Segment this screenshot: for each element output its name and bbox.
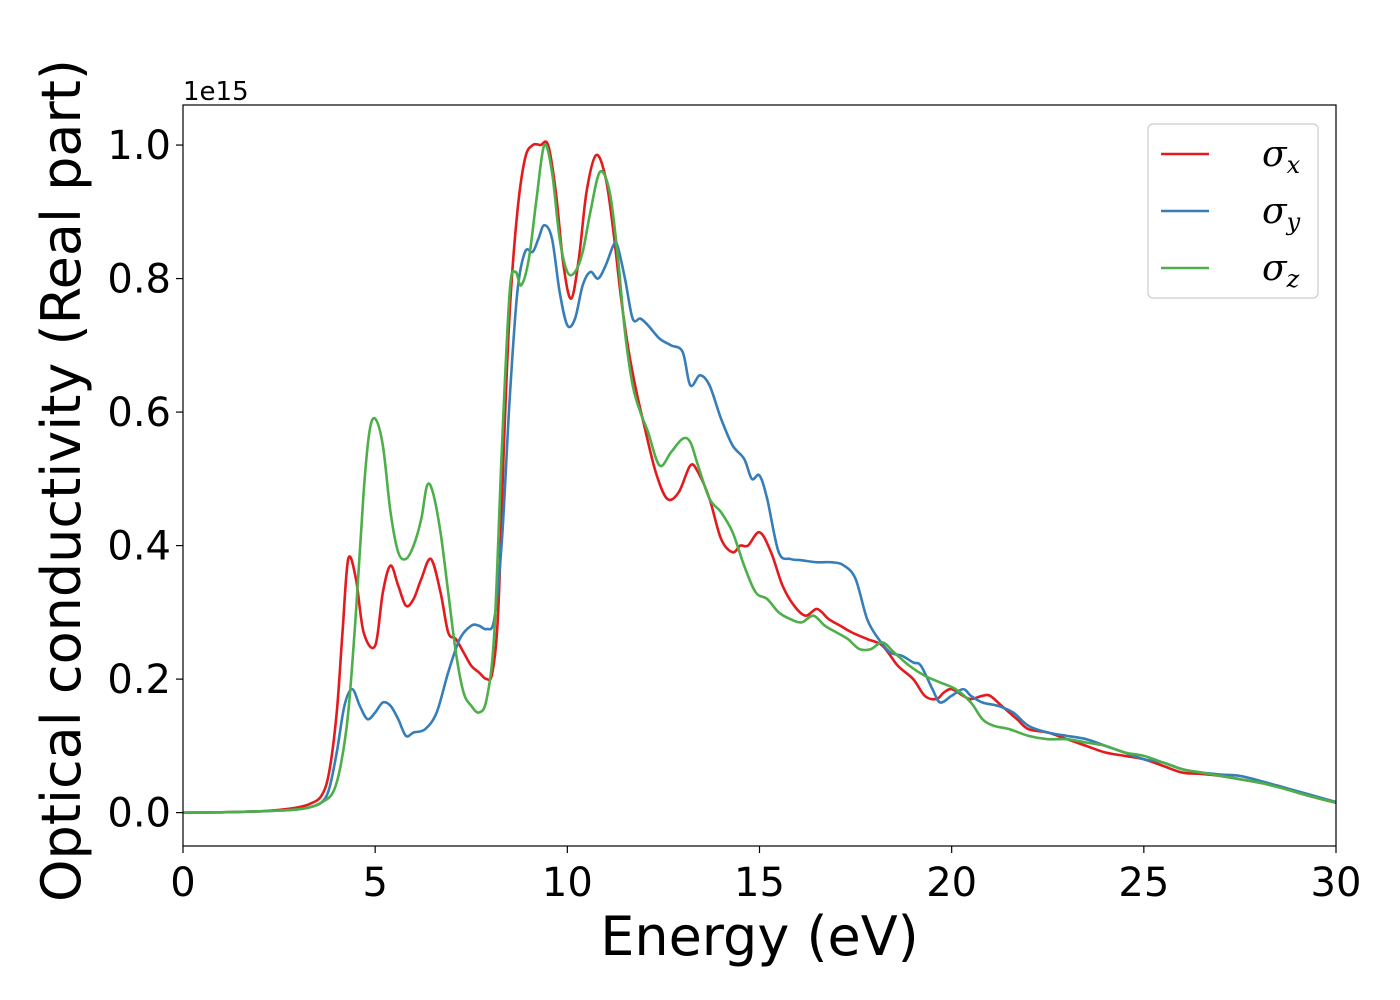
x-tick-label: 5 xyxy=(362,860,387,906)
legend-label-y: σy xyxy=(1262,191,1301,236)
x-tick-label: 25 xyxy=(1118,860,1169,906)
ticks-layer: 0 5 10 15 20 25 30 0.0 0.2 0.4 0.6 0.8 1.0 xyxy=(107,123,1361,906)
series-line-y xyxy=(183,223,1336,814)
x-tick-label: 20 xyxy=(926,860,977,906)
legend-box xyxy=(1147,123,1319,299)
series-layer xyxy=(183,140,1336,814)
legend-label-x: σx xyxy=(1262,134,1301,179)
x-tick-label: 10 xyxy=(542,860,593,906)
legend: σx σy σz xyxy=(1147,123,1319,299)
y-tick-label: 0.6 xyxy=(107,390,171,436)
x-tick-label: 30 xyxy=(1311,860,1362,906)
x-axis-label: Energy (eV) xyxy=(600,905,919,968)
series-line-x xyxy=(183,140,1336,814)
y-axis-label: Optical conductivity (Real part) xyxy=(30,59,93,902)
x-tick-label: 0 xyxy=(170,860,195,906)
legend-label-z: σz xyxy=(1262,248,1300,293)
y-tick-label: 1.0 xyxy=(107,123,171,169)
y-tick-label: 0.4 xyxy=(107,524,171,570)
x-tick-label: 15 xyxy=(734,860,785,906)
y-tick-label: 0.0 xyxy=(107,791,171,837)
y-offset-label: 1e15 xyxy=(183,77,249,107)
series-line-z xyxy=(183,142,1336,814)
y-tick-label: 0.8 xyxy=(107,257,171,303)
y-tick-label: 0.2 xyxy=(107,657,171,703)
